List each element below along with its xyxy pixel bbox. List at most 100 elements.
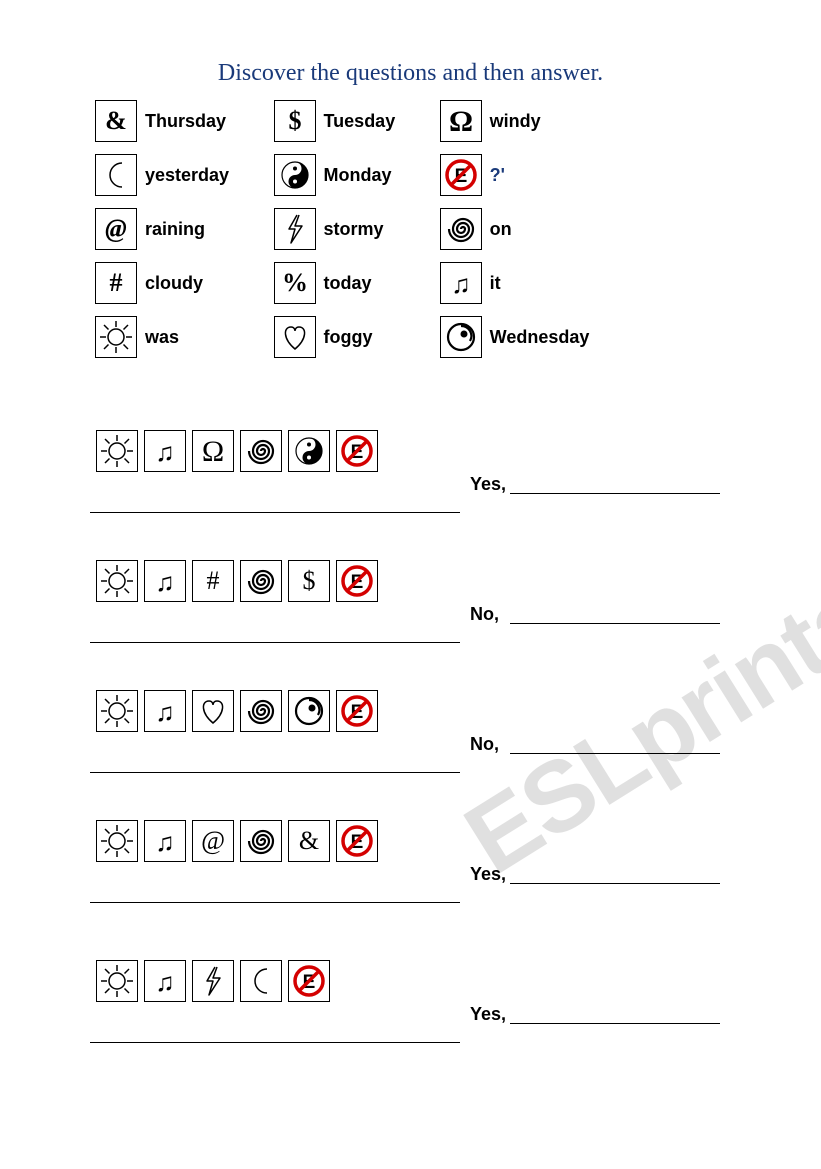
- symbol-row: [96, 560, 730, 602]
- dollar-icon: [288, 560, 330, 602]
- answer-prefix: No,: [470, 604, 499, 625]
- legend-item: yesterday: [95, 154, 229, 196]
- hash-icon: [95, 262, 137, 304]
- omega-icon: [440, 100, 482, 142]
- answer-write-line[interactable]: [510, 1022, 720, 1024]
- legend-label: raining: [145, 219, 205, 240]
- page-title: Discover the questions and then answer.: [0, 60, 821, 87]
- legend-label: Tuesday: [324, 111, 396, 132]
- legend-item: today: [274, 262, 396, 304]
- legend-label: Monday: [324, 165, 392, 186]
- legend-item: foggy: [274, 316, 396, 358]
- legend-item: windy: [440, 100, 590, 142]
- noE-icon: [336, 690, 378, 732]
- legend-label: Thursday: [145, 111, 226, 132]
- noE-icon: [336, 820, 378, 862]
- legend-label: yesterday: [145, 165, 229, 186]
- spiral-icon: [440, 208, 482, 250]
- worksheet-page: ESLprintables.com Discover the questions…: [0, 0, 821, 1169]
- legend-label: cloudy: [145, 273, 203, 294]
- moon-icon: [95, 154, 137, 196]
- legend-item: ?': [440, 154, 590, 196]
- question-write-line[interactable]: [90, 750, 460, 773]
- legend-label: today: [324, 273, 372, 294]
- heart-icon: [274, 316, 316, 358]
- question-2: [90, 560, 730, 643]
- legend-label: ?': [490, 165, 505, 186]
- legend-item: Tuesday: [274, 100, 396, 142]
- spiral-icon: [240, 430, 282, 472]
- legend-label: was: [145, 327, 179, 348]
- legend-item: on: [440, 208, 590, 250]
- legend-item: it: [440, 262, 590, 304]
- question-write-line[interactable]: [90, 1020, 460, 1043]
- question-5: [90, 960, 730, 1043]
- question-3: [90, 690, 730, 773]
- legend-label: stormy: [324, 219, 384, 240]
- at-icon: [192, 820, 234, 862]
- note-icon: [440, 262, 482, 304]
- sun-icon: [95, 316, 137, 358]
- noE-icon: [336, 430, 378, 472]
- legend-label: Wednesday: [490, 327, 590, 348]
- answer-prefix: Yes,: [470, 864, 506, 885]
- question-write-line[interactable]: [90, 620, 460, 643]
- symbol-row: [96, 690, 730, 732]
- percent-icon: [274, 262, 316, 304]
- answer-prefix: Yes,: [470, 474, 506, 495]
- legend-item: Monday: [274, 154, 396, 196]
- legend-item: Thursday: [95, 100, 229, 142]
- symbol-row: [96, 430, 730, 472]
- spiral-icon: [240, 820, 282, 862]
- eye-icon: [440, 316, 482, 358]
- legend-item: raining: [95, 208, 229, 250]
- moon-icon: [240, 960, 282, 1002]
- legend-key: Thursday yesterday raining cloudy was Tuesda…: [95, 100, 735, 370]
- yinyang-icon: [288, 430, 330, 472]
- sun-icon: [96, 820, 138, 862]
- note-icon: [144, 690, 186, 732]
- sun-icon: [96, 560, 138, 602]
- dollar-icon: [274, 100, 316, 142]
- heart-icon: [192, 690, 234, 732]
- question-write-line[interactable]: [90, 880, 460, 903]
- legend-item: stormy: [274, 208, 396, 250]
- amp-icon: [95, 100, 137, 142]
- spiral-icon: [240, 560, 282, 602]
- sun-icon: [96, 690, 138, 732]
- sun-icon: [96, 960, 138, 1002]
- spiral-icon: [240, 690, 282, 732]
- symbol-row: [96, 820, 730, 862]
- question-1: [90, 430, 730, 513]
- bolt-icon: [274, 208, 316, 250]
- yinyang-icon: [274, 154, 316, 196]
- eye-icon: [288, 690, 330, 732]
- bolt-icon: [192, 960, 234, 1002]
- note-icon: [144, 430, 186, 472]
- note-icon: [144, 960, 186, 1002]
- legend-item: Wednesday: [440, 316, 590, 358]
- answer-write-line[interactable]: [510, 622, 720, 624]
- sun-icon: [96, 430, 138, 472]
- legend-label: it: [490, 273, 501, 294]
- answer-prefix: No,: [470, 734, 499, 755]
- legend-label: foggy: [324, 327, 373, 348]
- noE-icon: [440, 154, 482, 196]
- answer-write-line[interactable]: [510, 492, 720, 494]
- answer-write-line[interactable]: [510, 882, 720, 884]
- legend-item: cloudy: [95, 262, 229, 304]
- answer-write-line[interactable]: [510, 752, 720, 754]
- question-write-line[interactable]: [90, 490, 460, 513]
- legend-item: was: [95, 316, 229, 358]
- answer-prefix: Yes,: [470, 1004, 506, 1025]
- note-icon: [144, 820, 186, 862]
- hash-icon: [192, 560, 234, 602]
- question-4: [90, 820, 730, 903]
- noE-icon: [288, 960, 330, 1002]
- legend-label: windy: [490, 111, 541, 132]
- legend-label: on: [490, 219, 512, 240]
- omega-icon: [192, 430, 234, 472]
- symbol-row: [96, 960, 730, 1002]
- amp-icon: [288, 820, 330, 862]
- at-icon: [95, 208, 137, 250]
